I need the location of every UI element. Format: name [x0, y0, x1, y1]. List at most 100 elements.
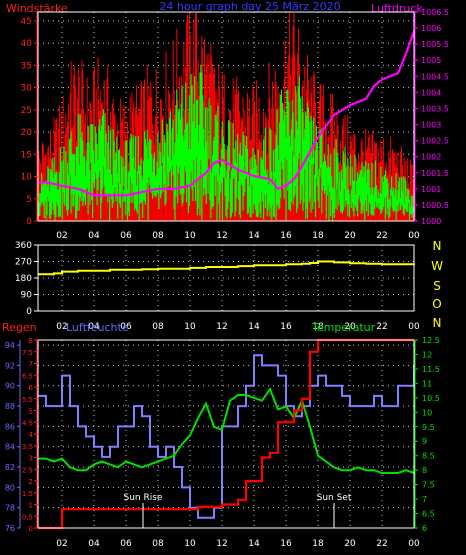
x-tick-label: 16 — [280, 539, 292, 549]
temperature-axis-label: Temperatur — [311, 321, 376, 334]
rain-y-tick-label: 3.5 — [22, 443, 33, 451]
compass-letter-o: O — [432, 297, 441, 311]
x-tick-label: 06 — [120, 231, 132, 241]
humidity-y-tick-label: 76 — [5, 524, 15, 533]
pressure-y-tick-label: 1000.5 — [421, 201, 449, 210]
temperature-y-tick-label: 10 — [422, 408, 432, 417]
rain-y-tick-label: 7 — [29, 361, 33, 369]
x-tick-label: 14 — [248, 322, 260, 332]
direction-x-ticks: 02 04 06 08 10 12 14 16 18 20 22 00 — [56, 322, 420, 332]
wind-y-tick-label: 45 — [21, 17, 32, 27]
x-tick-label: 00 — [408, 539, 420, 549]
pressure-y-ticks: 1000 1000.5 1001 1001.5 1002 1002.5 1003 1003.5… — [414, 8, 449, 226]
pressure-y-tick-label: 1006 — [421, 24, 441, 33]
pressure-y-tick-label: 1003.5 — [421, 104, 449, 113]
x-tick-label: 08 — [152, 539, 164, 549]
panel3-x-ticks: 02 04 06 08 10 12 14 16 18 20 22 00 — [56, 539, 420, 549]
x-tick-label: 00 — [408, 231, 420, 241]
x-tick-label: 18 — [312, 322, 324, 332]
x-tick-label: 02 — [56, 539, 67, 549]
x-tick-label: 10 — [184, 539, 196, 549]
rain-y-tick-label: 7.5 — [22, 349, 33, 357]
chart-title: 24 hour graph day 25 März 2020 — [159, 0, 340, 13]
x-tick-label: 22 — [376, 539, 387, 549]
pressure-y-tick-label: 1001.5 — [421, 169, 449, 178]
pressure-y-tick-label: 1000 — [421, 217, 441, 226]
pressure-y-tick-label: 1006.5 — [421, 8, 449, 17]
temperature-y-tick-label: 11 — [422, 379, 432, 388]
x-tick-label: 14 — [248, 539, 260, 549]
x-tick-label: 18 — [312, 231, 324, 241]
rain-y-tick-label: 2 — [29, 478, 33, 486]
direction-y-tick-label: 90 — [21, 291, 33, 301]
x-tick-label: 10 — [184, 231, 196, 241]
compass-labels: N W S O NNWSON — [431, 239, 443, 330]
pressure-y-tick-label: 1005.5 — [421, 40, 449, 49]
temperature-y-ticks: 6 6.5 7 7.5 8 8.5 9 9.5 10 10.5 11 11.5 12 12.5 — [414, 336, 440, 533]
pressure-line — [38, 30, 416, 197]
humidity-y-tick-label: 80 — [5, 483, 15, 492]
x-tick-label: 22 — [376, 322, 387, 332]
x-tick-label: 20 — [344, 231, 356, 241]
wind-y-tick-label: 30 — [21, 84, 33, 94]
sunset-label: Sun Set — [317, 493, 352, 503]
temperature-y-tick-label: 6.5 — [422, 510, 435, 519]
temperature-y-tick-label: 8 — [422, 466, 427, 475]
wind-y-tick-label: 5 — [26, 195, 32, 205]
rain-y-tick-label: 6.5 — [22, 372, 33, 380]
wind-y-tick-label: 40 — [21, 39, 33, 49]
humidity-y-tick-label: 86 — [5, 422, 15, 431]
temperature-y-tick-label: 10.5 — [422, 394, 440, 403]
x-tick-label: 04 — [88, 322, 100, 332]
rain-line — [38, 338, 414, 530]
direction-y-tick-label: 360 — [15, 241, 32, 251]
pressure-axis-label: Luftdruck — [371, 2, 423, 15]
temperature-y-tick-label: 9 — [422, 437, 427, 446]
humidity-y-ticks: 76 78 80 82 84 86 88 90 92 94 — [5, 340, 21, 533]
humidity-y-tick-label: 94 — [5, 341, 15, 350]
rain-y-tick-label: 4 — [29, 431, 34, 439]
humidity-y-tick-label: 88 — [5, 402, 15, 411]
compass-letter-w: W — [431, 259, 443, 273]
rain-y-tick-label: 6 — [29, 384, 34, 392]
x-tick-label: 14 — [248, 231, 260, 241]
temperature-y-tick-label: 7.5 — [422, 481, 435, 490]
direction-y-tick-label: 0 — [26, 307, 32, 317]
compass-letter-n: N — [433, 316, 442, 330]
rain-axis-label: Regen — [2, 321, 37, 334]
x-tick-label: 16 — [280, 231, 292, 241]
wind-y-ticks: 0 5 10 15 20 25 30 35 40 45 — [21, 12, 38, 227]
rain-y-tick-label: 1 — [29, 502, 33, 510]
direction-grid — [38, 245, 415, 311]
x-tick-label: 08 — [152, 322, 164, 332]
x-tick-label: 10 — [184, 322, 196, 332]
wind-y-tick-label: 0 — [26, 217, 32, 227]
wind-y-tick-label: 25 — [21, 106, 32, 116]
rain-y-ticks: 0 0.5 1 1.5 2 2.5 3 3.5 4 4.5 5 5.5 6 6.5 7 7.5 8 — [22, 337, 38, 533]
humidity-y-tick-label: 78 — [5, 504, 15, 513]
pressure-y-tick-label: 1005 — [421, 56, 441, 65]
direction-y-tick-label: 180 — [15, 274, 32, 284]
x-tick-label: 20 — [344, 322, 356, 332]
temperature-y-tick-label: 12 — [422, 350, 432, 359]
x-tick-label: 22 — [376, 231, 387, 241]
wind-x-ticks: 02 04 06 08 10 12 14 16 18 20 22 00 — [56, 231, 420, 241]
rain-y-tick-label: 5 — [29, 408, 33, 416]
rain-y-tick-label: 8 — [29, 337, 33, 345]
x-tick-label: 02 — [56, 231, 67, 241]
humidity-y-tick-label: 84 — [5, 443, 15, 452]
pressure-y-tick-label: 1002 — [421, 153, 441, 162]
pressure-y-tick-label: 1003 — [421, 121, 441, 130]
temperature-y-tick-label: 9.5 — [422, 423, 435, 432]
pressure-y-tick-label: 1004 — [421, 88, 441, 97]
rain-y-tick-label: 5.5 — [22, 396, 33, 404]
compass-letter-n: N — [433, 239, 442, 253]
temperature-y-tick-label: 8.5 — [422, 452, 435, 461]
x-tick-label: 20 — [344, 539, 356, 549]
x-tick-label: 08 — [152, 231, 164, 241]
x-tick-label: 18 — [312, 539, 324, 549]
x-tick-label: 04 — [88, 539, 100, 549]
x-tick-label: 12 — [216, 322, 227, 332]
x-tick-label: 12 — [216, 231, 227, 241]
